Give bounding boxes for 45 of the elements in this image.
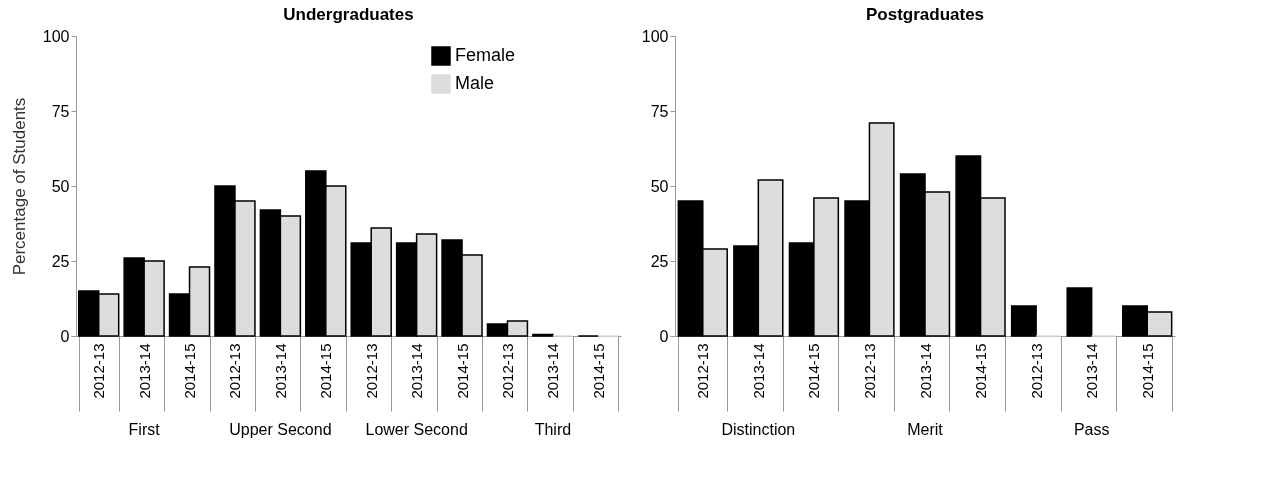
y-tick-label: 75 xyxy=(51,102,70,120)
y-tick-label: 0 xyxy=(659,327,669,345)
x-tick-label: 2013-14 xyxy=(1083,343,1101,399)
x-tick-label: 2014-15 xyxy=(1138,343,1156,399)
y-tick-label: 50 xyxy=(650,177,669,195)
x-tick-label: 2014-15 xyxy=(181,343,199,399)
x-tick-label: 2013-14 xyxy=(271,343,289,399)
text: First xyxy=(128,421,161,438)
bar xyxy=(1010,305,1037,337)
bar xyxy=(1066,287,1093,337)
y-axis-title: Percentage of Students xyxy=(9,97,29,276)
legend-label: Female xyxy=(455,45,516,65)
y-tick-label: 100 xyxy=(42,27,70,45)
text: Pass xyxy=(1073,421,1110,438)
x-tick-label: 2013-14 xyxy=(544,343,562,399)
x-tick-label: 2012-13 xyxy=(498,343,516,399)
text: Merit xyxy=(907,421,944,438)
x-tick-label: 2014-15 xyxy=(805,343,823,399)
y-tick-label: 100 xyxy=(641,27,669,45)
x-tick-label: 2012-13 xyxy=(226,343,244,399)
x-tick-label: 2013-14 xyxy=(408,343,426,399)
text: Third xyxy=(534,421,572,438)
x-tick-label: 2012-13 xyxy=(362,343,380,399)
x-tick-label: 2013-14 xyxy=(135,343,153,399)
x-tick-label: 2013-14 xyxy=(916,343,934,399)
y-tick-label: 25 xyxy=(650,252,669,270)
x-tick-label: 2014-15 xyxy=(972,343,990,399)
x-tick-label: 2014-15 xyxy=(589,343,607,399)
x-tick-label: 2012-13 xyxy=(694,343,712,399)
chart-title: Postgraduates xyxy=(865,5,985,24)
x-tick-label: 2012-13 xyxy=(1027,343,1045,399)
x-tick-label: 2014-15 xyxy=(317,343,335,399)
y-tick-label: 50 xyxy=(51,177,70,195)
y-tick-label: 0 xyxy=(60,327,70,345)
text: Lower Second xyxy=(365,421,468,438)
chart-title: Undergraduates xyxy=(283,5,414,24)
x-tick-label: 2014-15 xyxy=(453,343,471,399)
y-tick-label: 75 xyxy=(650,102,669,120)
text: Distinction xyxy=(721,421,796,438)
legend-label: Male xyxy=(455,73,495,93)
x-tick-label: 2012-13 xyxy=(90,343,108,399)
x-tick-label: 2012-13 xyxy=(860,343,878,399)
x-tick-label: 2013-14 xyxy=(749,343,767,399)
y-tick-label: 25 xyxy=(51,252,70,270)
text: Upper Second xyxy=(229,421,332,438)
